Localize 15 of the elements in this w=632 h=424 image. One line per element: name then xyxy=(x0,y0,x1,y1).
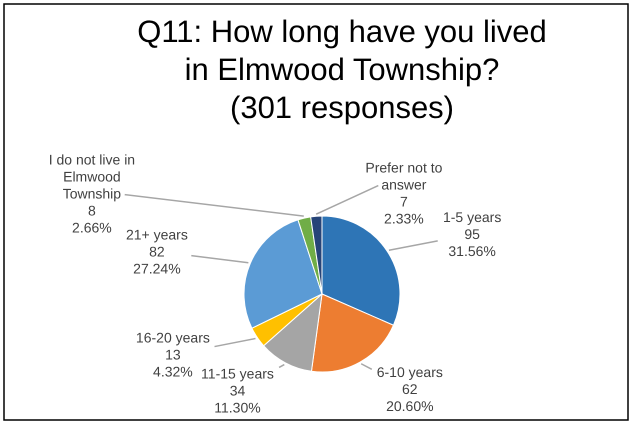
slice-label: 21+ years xyxy=(126,226,188,242)
data-label: 95 31.56% xyxy=(448,226,496,260)
slice-label: 1-5 years xyxy=(442,209,502,226)
slice-label: 16-20 years xyxy=(136,330,210,346)
data-label: 13 4.32% xyxy=(153,346,193,380)
data-label: 62 20.60% xyxy=(386,381,434,414)
slice-label: 6-10 years xyxy=(376,364,443,380)
chart-title: Q11: How long have you lived in Elmwood Township? (301 responses) xyxy=(137,14,547,125)
slice-label: 11-15 years xyxy=(201,365,274,382)
data-label: 34 11.30% xyxy=(214,382,261,416)
data-label: 82 27.24% xyxy=(133,243,181,276)
slice-label: Prefer not to answer xyxy=(365,160,443,193)
data-label: 8 2.66% xyxy=(72,202,112,236)
slice-label: I do not live in Elmwood Township xyxy=(48,152,136,202)
data-label: 7 2.33% xyxy=(384,194,424,227)
